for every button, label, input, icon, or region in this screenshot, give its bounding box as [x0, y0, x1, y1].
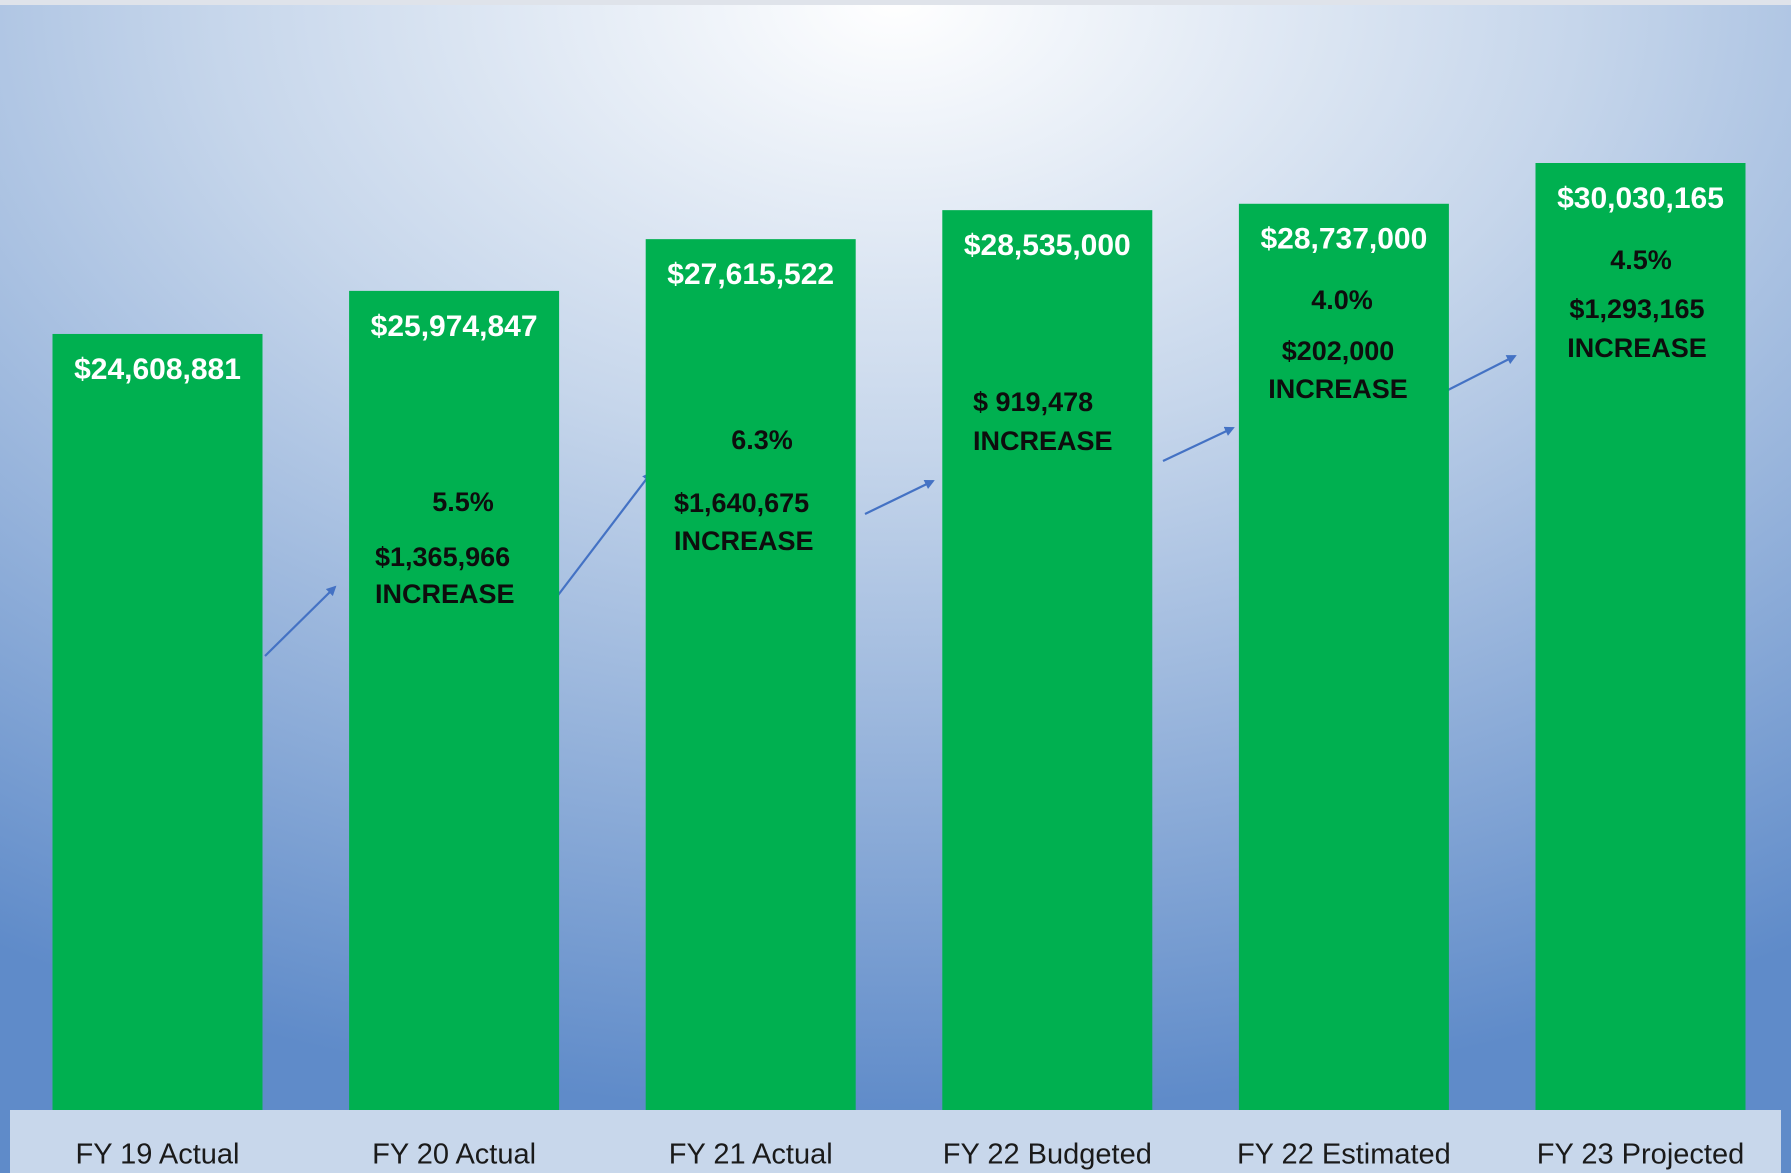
- bar: [1238, 203, 1449, 1110]
- value-label: $27,615,522: [667, 258, 834, 291]
- change-amount: $ 919,478: [973, 387, 1093, 417]
- arrows: [264, 355, 1517, 657]
- change-note: INCREASE: [1268, 374, 1408, 404]
- change-note: INCREASE: [674, 526, 814, 556]
- axis-band: [10, 1110, 1781, 1173]
- value-label: $28,737,000: [1260, 223, 1427, 256]
- arrow: [1447, 355, 1517, 391]
- arrow: [545, 471, 653, 612]
- bar: [942, 210, 1153, 1110]
- bar: [349, 290, 560, 1110]
- x-tick-label: FY 20 Actual: [372, 1139, 536, 1171]
- bar: [1535, 163, 1746, 1110]
- x-tick-label: FY 23 Projected: [1537, 1139, 1744, 1171]
- bar: [52, 333, 263, 1110]
- change-amount: $1,365,966: [375, 542, 510, 572]
- change-amount: $1,640,675: [674, 488, 809, 518]
- value-label: $24,608,881: [74, 353, 241, 386]
- value-label: $25,974,847: [371, 310, 538, 343]
- change-percent: 4.0%: [1311, 285, 1373, 315]
- arrow: [864, 479, 935, 515]
- arrow: [264, 585, 337, 657]
- top-frame: [0, 0, 1791, 5]
- change-percent: 4.5%: [1610, 245, 1672, 275]
- value-label: $28,535,000: [964, 229, 1131, 262]
- change-note: INCREASE: [375, 579, 515, 609]
- x-tick-label: FY 21 Actual: [669, 1139, 833, 1171]
- change-note: INCREASE: [1567, 333, 1707, 363]
- change-percent: 5.5%: [432, 487, 494, 517]
- change-amount: $1,293,165: [1569, 294, 1704, 324]
- x-tick-label: FY 19 Actual: [76, 1139, 240, 1171]
- value-label: $30,030,165: [1557, 182, 1724, 215]
- x-tick-label: FY 22 Budgeted: [943, 1139, 1152, 1171]
- change-percent: 6.3%: [731, 425, 793, 455]
- bar: [645, 239, 856, 1111]
- x-tick-label: FY 22 Estimated: [1237, 1139, 1451, 1171]
- change-amount: $202,000: [1282, 336, 1395, 366]
- arrow: [1162, 426, 1235, 462]
- change-note: INCREASE: [973, 426, 1113, 456]
